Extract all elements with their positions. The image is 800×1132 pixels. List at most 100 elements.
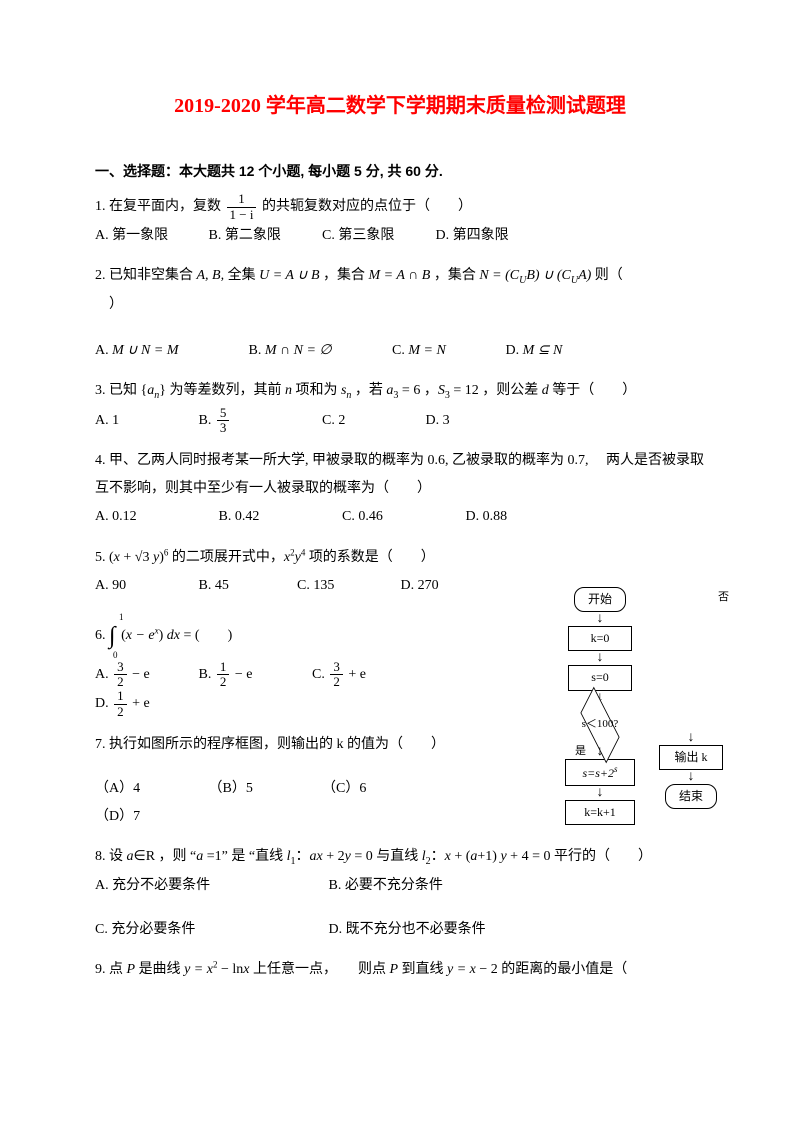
q6-a-post: − e: [132, 661, 150, 689]
q5-stem: 5. (x + √3 y)6 的二项展开式中，x2y4 项的系数是（ ）: [95, 550, 435, 565]
arrow-down-icon: ↓: [555, 745, 645, 759]
q1-options: A. 第一象限 B. 第二象限 C. 第三象限 D. 第四象限: [95, 222, 705, 250]
q7-opt-d: （D）7: [95, 803, 195, 831]
q8-opt-d: D. 既不充分也不必要条件: [329, 916, 559, 944]
q1-fraction: 1 1 − i: [227, 192, 257, 222]
question-1: 1. 在复平面内，复数 1 1 − i 的共轭复数对应的点位于（ ） A. 第一…: [95, 192, 705, 250]
arrow-down-icon: ↓: [555, 651, 645, 665]
q8-opt-a: A. 充分不必要条件: [95, 872, 325, 900]
fc-k0: k=0: [568, 626, 632, 651]
q6-c-post: + e: [348, 661, 366, 689]
fc-start: 开始: [574, 587, 626, 612]
q8-stem: 8. 设 a∈R ，则 “a =1” 是 “直线 l1：ax + 2y = 0 …: [95, 849, 652, 864]
q2-stem: 2. 已知非空集合 A, B, 全集 U = A ∪ B ，集合 M = A ∩…: [95, 268, 623, 312]
q6-c-den: 2: [330, 675, 343, 689]
q6-d-post: + e: [132, 690, 150, 718]
q6-b-num: 1: [217, 660, 230, 675]
q7-opt-b: （B）5: [209, 775, 319, 803]
arrow-down-icon: ↓: [555, 612, 645, 626]
page-title: 2019-2020 学年高二数学下学期期末质量检测试题理: [95, 90, 705, 122]
q6-c-pre: C.: [312, 661, 325, 689]
q4-stem: 4. 甲、乙两人同时报考某一所大学, 甲被录取的概率为 0.6, 乙被录取的概率…: [95, 453, 704, 496]
q3-b-pre: B.: [199, 407, 212, 435]
section-header: 一、选择题：本大题共 12 个小题, 每小题 5 分, 共 60 分.: [95, 160, 705, 182]
arrow-down-icon: ↓: [659, 731, 723, 745]
question-5: 5. (x + √3 y)6 的二项展开式中，x2y4 项的系数是（ ） A. …: [95, 543, 515, 600]
q8-opt-c: C. 充分必要条件: [95, 916, 325, 944]
q6-stem-pre: 6.: [95, 628, 109, 643]
question-2: 2. 已知非空集合 A, B, 全集 U = A ∪ B ，集合 M = A ∩…: [95, 262, 705, 365]
q5-options: A. 90 B. 45 C. 135 D. 270: [95, 572, 515, 600]
fc-s0: s=0: [568, 665, 632, 690]
q3-opt-c: C. 2: [322, 407, 422, 435]
q2-opt-b: B. M ∩ N = ∅: [249, 337, 389, 365]
q2-opt-a: A. M ∪ N = M: [95, 337, 245, 365]
q1-opt-b: B. 第二象限: [209, 222, 319, 250]
q7-opt-a: （A）4: [95, 775, 205, 803]
q5-opt-a: A. 90: [95, 572, 195, 600]
q3-options: A. 1 B. 5 3 C. 2 D. 3: [95, 406, 705, 436]
q4-options: A. 0.12 B. 0.42 C. 0.46 D. 0.88: [95, 503, 705, 531]
q6-opt-d: D. 12 + e: [95, 689, 195, 719]
question-6: 6. ∫10 (x − ex) dx = ( ) A. 32 − e B. 12…: [95, 612, 515, 719]
q3-b-frac: 5 3: [217, 406, 230, 436]
q6-b-pre: B.: [199, 661, 212, 689]
q8-options-1: A. 充分不必要条件 B. 必要不充分条件: [95, 872, 705, 900]
q1-stem-pre: 1. 在复平面内，复数: [95, 199, 225, 214]
q4-opt-c: C. 0.46: [342, 503, 462, 531]
q6-int-body: (x − ex) dx: [121, 628, 180, 643]
fc-step2: k=k+1: [565, 800, 635, 825]
q6-d-den: 2: [114, 705, 127, 719]
q4-opt-b: B. 0.42: [219, 503, 339, 531]
q1-opt-a: A. 第一象限: [95, 222, 205, 250]
q6-d-pre: D.: [95, 690, 109, 718]
fc-yes-label: 是: [575, 743, 586, 761]
q6-opt-a: A. 32 − e: [95, 660, 195, 690]
q7-opt-c: （C）6: [322, 775, 432, 803]
fc-no-label: 否: [718, 589, 729, 607]
q3-opt-d: D. 3: [426, 407, 526, 435]
fc-step1: s=s+2s: [565, 759, 635, 786]
q6-b-post: − e: [235, 661, 253, 689]
q5-opt-b: B. 45: [199, 572, 294, 600]
question-3: 3. 已知 {an} 为等差数列，其前 n 项和为 sn ，若 a3 = 6 ，…: [95, 377, 705, 435]
q7-options: （A）4 （B）5 （C）6 （D）7: [95, 775, 515, 831]
q4-opt-a: A. 0.12: [95, 503, 215, 531]
question-9: 9. 点 P 是曲线 y = x2 − lnx 上任意一点， 则点 P 到直线 …: [95, 956, 705, 985]
q5-opt-d: D. 270: [401, 572, 491, 600]
q7-stem: 7. 执行如图所示的程序框图，则输出的 k 的值为（ ）: [95, 737, 445, 752]
q2-opt-c: C. M = N: [392, 337, 502, 365]
integral-icon: ∫10: [109, 612, 116, 660]
fc-cond: s＜100?: [582, 716, 619, 734]
q6-b-den: 2: [217, 675, 230, 689]
q6-a-pre: A.: [95, 661, 109, 689]
q3-b-den: 3: [217, 421, 230, 435]
q6-options: A. 32 − e B. 12 − e C. 32 + e D. 12 + e: [95, 660, 515, 719]
q1-stem-post: 的共轭复数对应的点位于（ ）: [262, 199, 472, 214]
q4-opt-d: D. 0.88: [466, 503, 586, 531]
q1-opt-d: D. 第四象限: [436, 222, 546, 250]
q1-frac-num: 1: [227, 192, 257, 207]
int-ub: 1: [119, 608, 124, 626]
fc-decision: s＜100?: [555, 705, 645, 745]
q2-opt-d: D. M ⊆ N: [506, 337, 616, 365]
q6-c-num: 3: [330, 660, 343, 675]
q6-a-den: 2: [114, 675, 127, 689]
q6-opt-c: C. 32 + e: [312, 660, 422, 690]
q6-stem-post: = ( ): [184, 628, 233, 643]
arrow-down-icon: ↓: [555, 786, 645, 800]
q3-stem: 3. 已知 {an} 为等差数列，其前 n 项和为 sn ，若 a3 = 6 ，…: [95, 383, 636, 398]
q3-opt-a: A. 1: [95, 407, 195, 435]
q9-stem: 9. 点 P 是曲线 y = x2 − lnx 上任意一点， 则点 P 到直线 …: [95, 962, 627, 977]
q8-opt-b: B. 必要不充分条件: [329, 872, 559, 900]
q2-options: A. M ∪ N = M B. M ∩ N = ∅ C. M = N D. M …: [95, 337, 705, 365]
q6-d-num: 1: [114, 689, 127, 704]
flowchart: 开始 ↓ k=0 ↓ s=0 ↓ s＜100? 否 ↓ 是 s=s+2s ↓ k…: [555, 587, 725, 825]
question-8: 8. 设 a∈R ，则 “a =1” 是 “直线 l1：ax + 2y = 0 …: [95, 843, 705, 944]
arrow-down-icon: ↓: [659, 770, 723, 784]
question-7: 7. 执行如图所示的程序框图，则输出的 k 的值为（ ） （A）4 （B）5 （…: [95, 731, 515, 831]
q5-opt-c: C. 135: [297, 572, 397, 600]
q3-opt-b: B. 5 3: [199, 406, 319, 436]
int-lb: 0: [113, 646, 118, 664]
q1-frac-den: 1 − i: [227, 208, 257, 222]
